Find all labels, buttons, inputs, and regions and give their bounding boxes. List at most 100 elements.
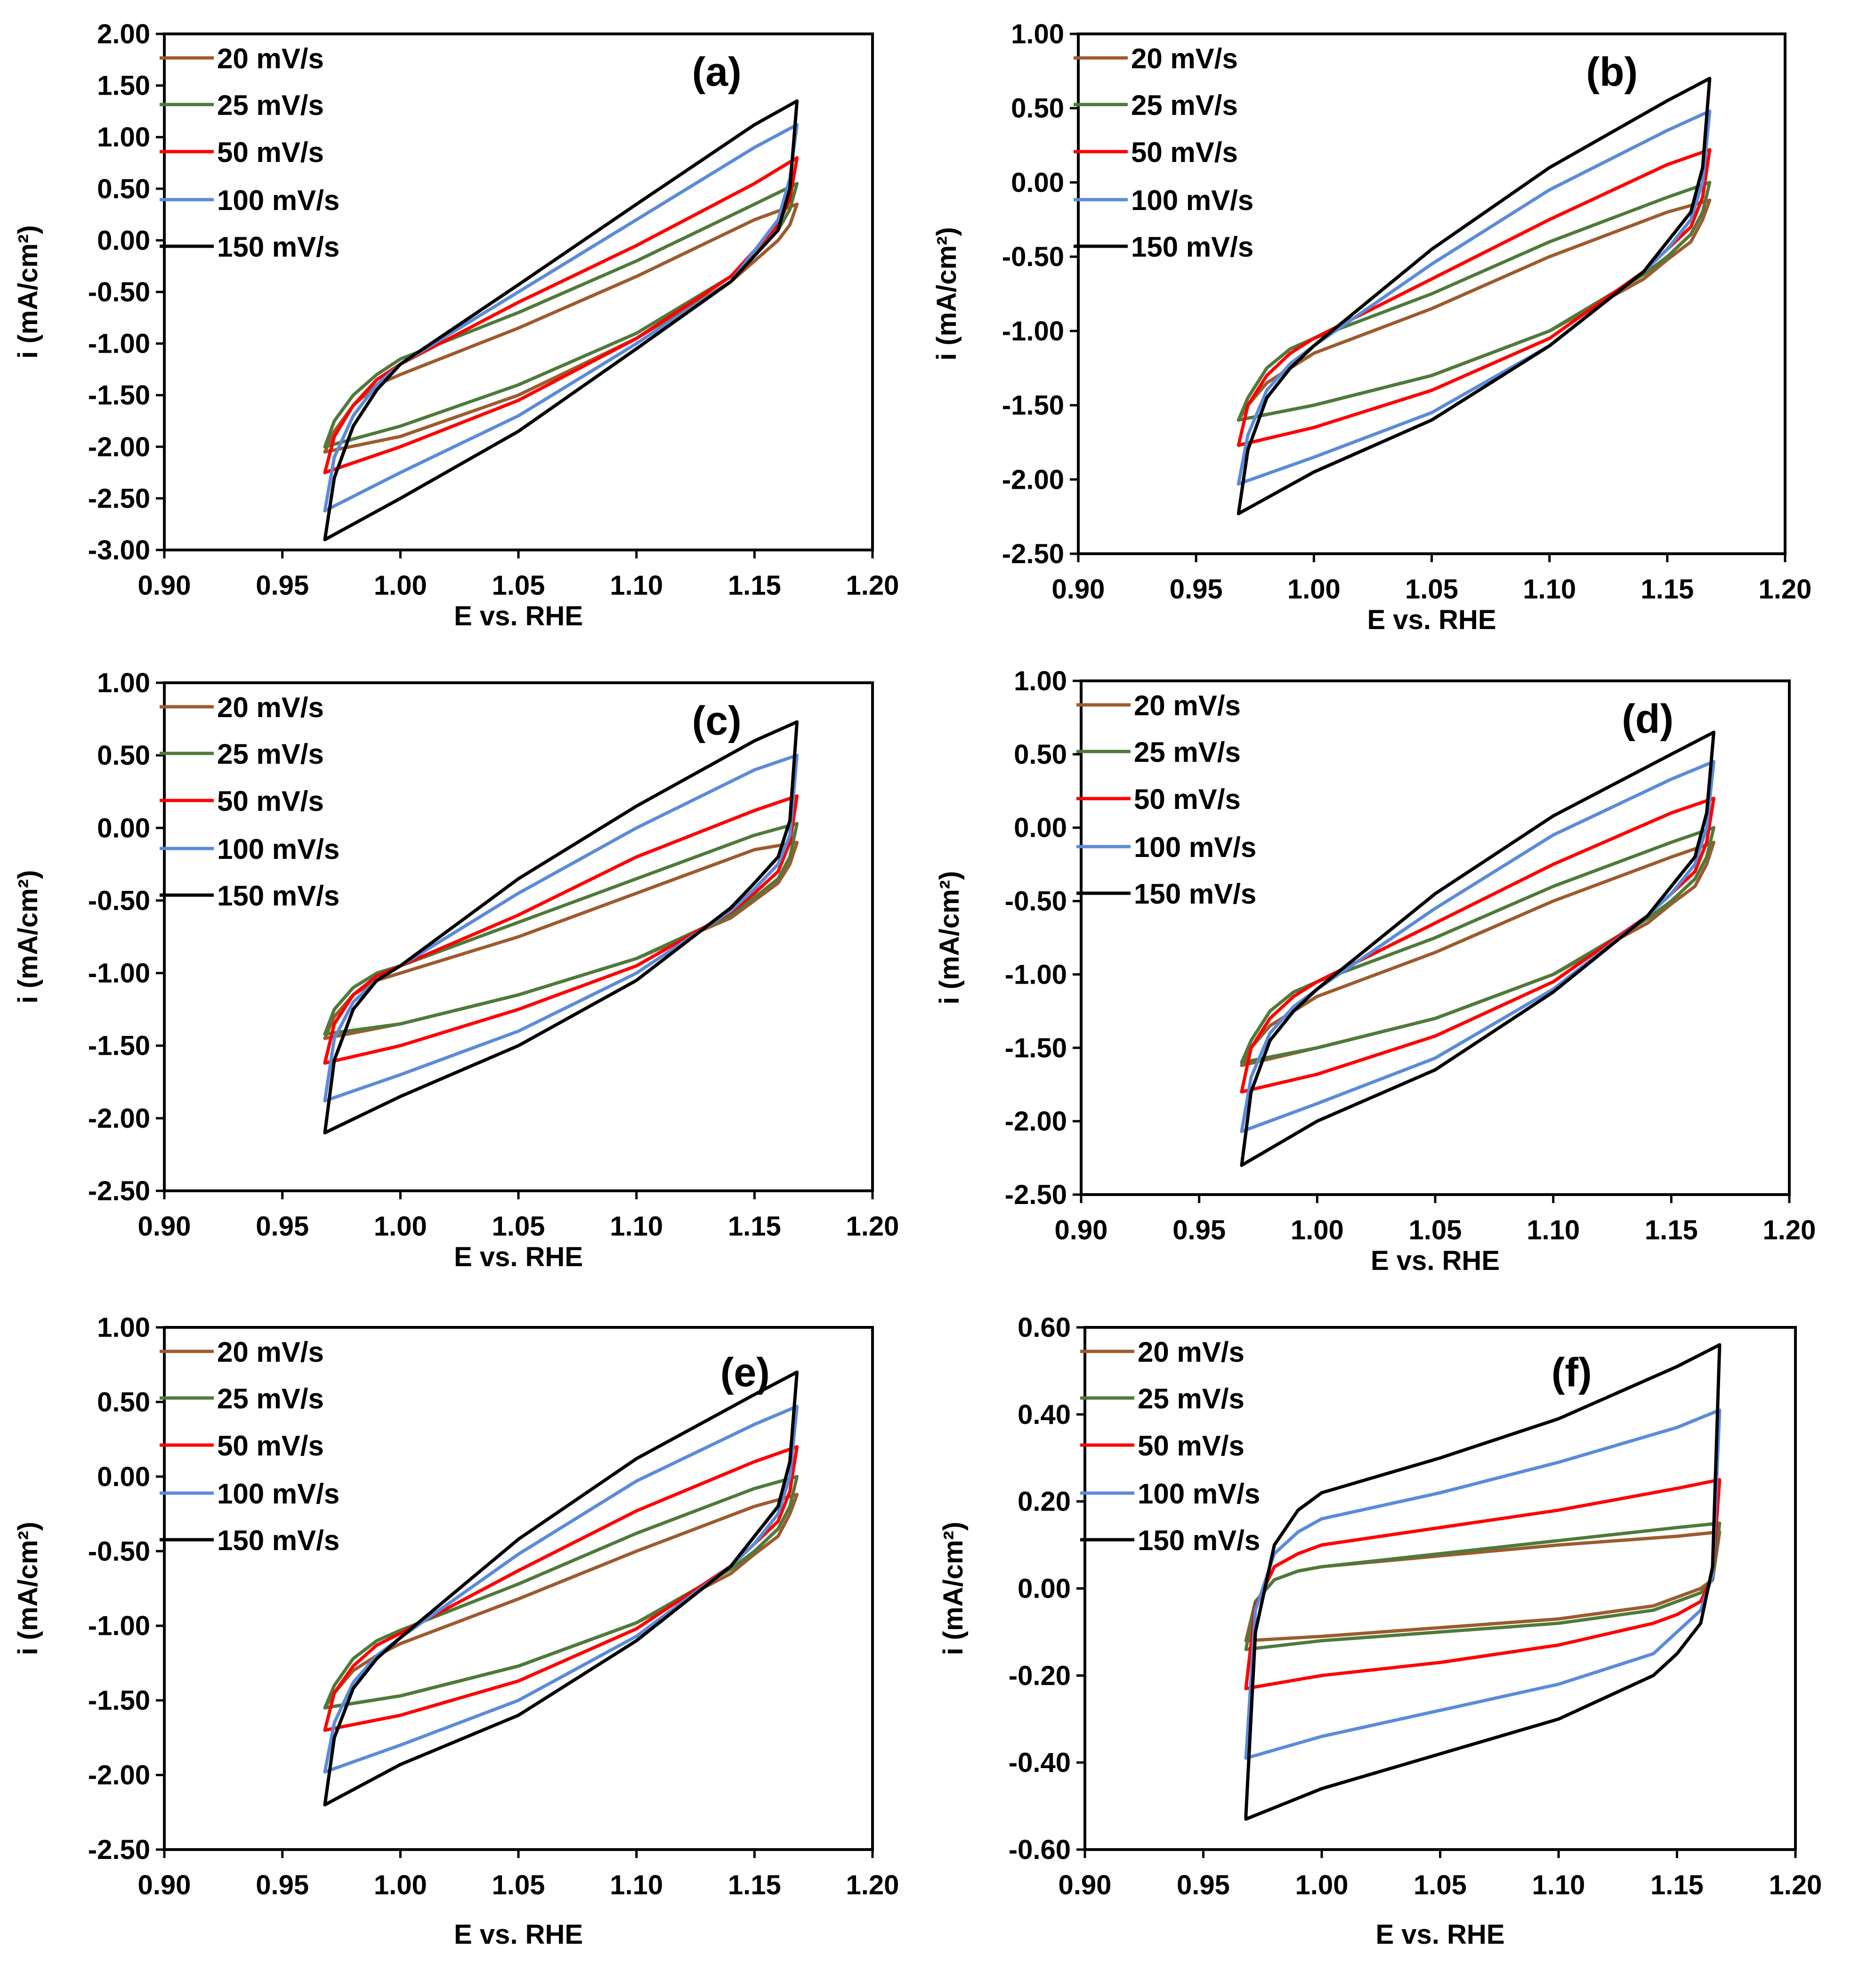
y-tick-label: -2.00 <box>1005 1106 1067 1137</box>
y-tick-label: -2.50 <box>88 1176 150 1206</box>
panel-label: (e) <box>720 1350 770 1395</box>
y-tick-label: 0.50 <box>97 174 150 204</box>
y-tick-label: -0.50 <box>1002 242 1064 272</box>
legend-label: 50 mV/s <box>217 785 324 817</box>
x-tick-label: 0.90 <box>138 1870 191 1900</box>
y-axis-title: i (mA/cm²) <box>13 1522 43 1656</box>
cv-curve-50mvs <box>323 794 799 1065</box>
x-axis-title: E vs. RHE <box>1376 1919 1505 1950</box>
x-tick-label: 1.10 <box>610 1870 663 1900</box>
x-tick-label: 0.95 <box>256 1870 309 1900</box>
legend-label: 150 mV/s <box>1134 878 1256 910</box>
legend-label: 100 mV/s <box>217 1478 339 1510</box>
x-axis-title: E vs. RHE <box>454 601 583 631</box>
panel-label: (c) <box>692 698 742 743</box>
y-tick-label: -1.00 <box>1002 316 1064 347</box>
x-tick-label: 1.20 <box>846 1211 899 1242</box>
y-tick-label: 0.00 <box>97 813 150 843</box>
y-tick-label: -2.50 <box>88 483 150 514</box>
y-tick-label: 1.50 <box>97 71 150 101</box>
legend-label: 150 mV/s <box>217 231 339 263</box>
y-tick-label: 1.00 <box>97 668 150 698</box>
y-tick-label: 0.00 <box>1011 167 1064 198</box>
legend-label: 25 mV/s <box>217 1383 324 1414</box>
legend-label: 50 mV/s <box>217 137 324 168</box>
x-tick-label: 0.95 <box>1170 574 1223 605</box>
legend-label: 20 mV/s <box>1138 1336 1245 1368</box>
cv-curve-100mvs <box>323 1405 799 1774</box>
x-tick-label: 1.00 <box>1295 1870 1349 1900</box>
cv-curve-150mvs <box>1240 730 1716 1167</box>
cv-curve-100mvs <box>1237 109 1712 486</box>
cv-curve-20mvs <box>323 202 799 454</box>
cv-curve-50mvs <box>323 1445 799 1732</box>
legend-label: 25 mV/s <box>217 89 324 121</box>
x-axis-title: E vs. RHE <box>1371 1245 1500 1276</box>
y-tick-label: -0.50 <box>88 1536 150 1567</box>
y-tick-label: -1.50 <box>1002 390 1064 421</box>
cv-curve-50mvs <box>1237 148 1712 447</box>
legend-label: 150 mV/s <box>1131 231 1253 263</box>
y-tick-label: 0.40 <box>1018 1399 1071 1430</box>
cv-curve-25mvs <box>323 822 799 1036</box>
x-tick-label: 0.90 <box>138 570 191 601</box>
x-tick-label: 0.95 <box>1172 1215 1226 1245</box>
y-tick-label: 0.00 <box>97 225 150 256</box>
cv-curve-50mvs <box>323 156 799 475</box>
cv-curve-100mvs <box>323 123 799 513</box>
cv-curve-100mvs <box>323 753 799 1103</box>
panel-d: 0.90 0.95 1.00 1.05 1.10 1.15 1.20 -2.50 -2.00 -1… <box>934 666 1816 1276</box>
legend-label: 150 mV/s <box>217 880 339 912</box>
cv-curve-100mvs <box>1244 1408 1722 1760</box>
x-axis-title: E vs. RHE <box>1367 605 1496 635</box>
x-tick-label: 1.05 <box>492 570 545 601</box>
x-tick-label: 1.20 <box>1759 574 1812 605</box>
y-axis-title: i (mA/cm²) <box>938 1522 969 1656</box>
x-tick-label: 1.10 <box>610 570 663 601</box>
x-tick-label: 1.15 <box>728 570 781 601</box>
x-tick-label: 1.10 <box>610 1211 663 1242</box>
panel-label: (d) <box>1622 696 1673 742</box>
legend-label: 20 mV/s <box>1131 43 1238 74</box>
x-tick-label: 1.05 <box>492 1870 545 1900</box>
y-tick-label: -2.00 <box>88 432 150 462</box>
y-tick-label: 1.00 <box>97 1312 150 1343</box>
y-tick-label: -0.20 <box>1009 1660 1071 1691</box>
y-tick-label: 1.00 <box>97 122 150 153</box>
y-tick-label: -0.50 <box>1005 886 1067 917</box>
legend-label: 25 mV/s <box>1131 89 1238 121</box>
panel-e: 0.90 0.95 1.00 1.05 1.10 1.15 1.20 -2.50 -2.00 -1… <box>13 1312 899 1950</box>
y-tick-label: 0.50 <box>1011 93 1064 124</box>
x-tick-label: 0.95 <box>1177 1870 1230 1900</box>
y-tick-label: 0.50 <box>1014 739 1067 770</box>
y-tick-label: -1.00 <box>88 329 150 359</box>
cv-curve-150mvs <box>323 1370 799 1807</box>
legend-label: 150 mV/s <box>1138 1525 1260 1556</box>
panel-a: 0.90 0.95 1.00 1.05 1.10 1.15 1.20 -3.00 -2.50 -2… <box>13 19 899 631</box>
legend-label: 150 mV/s <box>217 1525 339 1556</box>
legend-label: 100 mV/s <box>1134 832 1256 863</box>
x-tick-label: 1.15 <box>1650 1870 1704 1900</box>
y-tick-label: 1.00 <box>1011 19 1064 49</box>
y-tick-label: -1.50 <box>1005 1033 1067 1063</box>
x-tick-label: 1.20 <box>1763 1215 1816 1245</box>
legend-label: 25 mV/s <box>1138 1383 1245 1414</box>
x-tick-label: 0.95 <box>256 1211 309 1242</box>
x-tick-label: 0.90 <box>1052 574 1105 605</box>
legend-label: 25 mV/s <box>1134 736 1241 768</box>
y-tick-label: 1.00 <box>1014 666 1067 696</box>
x-tick-label: 1.10 <box>1532 1870 1585 1900</box>
x-tick-label: 0.90 <box>138 1211 191 1242</box>
y-tick-label: -1.00 <box>88 1611 150 1641</box>
y-tick-label: -2.50 <box>1002 539 1064 569</box>
y-tick-label: -0.40 <box>1009 1747 1071 1778</box>
legend-label: 100 mV/s <box>1138 1478 1260 1510</box>
cv-curve-150mvs <box>1244 1343 1722 1821</box>
cv-curve-150mvs <box>323 99 799 541</box>
y-axis-title: i (mA/cm²) <box>934 871 965 1005</box>
y-tick-label: -2.50 <box>1005 1180 1067 1210</box>
x-tick-label: 1.00 <box>1287 574 1341 605</box>
y-tick-label: -2.00 <box>88 1760 150 1791</box>
legend-label: 20 mV/s <box>1134 690 1241 721</box>
y-tick-label: 0.60 <box>1018 1312 1071 1343</box>
